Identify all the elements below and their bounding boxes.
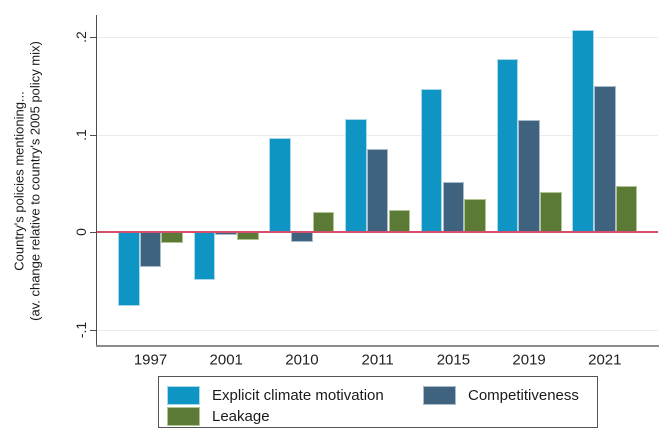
gridline [97, 134, 658, 136]
x-tick-label: 2001 [209, 351, 243, 369]
y-tick-label: .2 [73, 31, 89, 43]
bar-explicit-climate-motivation-2011 [345, 118, 367, 232]
legend-entry-leakage: Leakage [167, 406, 270, 426]
y-tick-label: .1 [73, 128, 89, 141]
bar-explicit-climate-motivation-2015 [420, 88, 443, 232]
gridline [97, 329, 658, 331]
y-axis-title-line1: Country's policies mentioning... [11, 91, 27, 271]
zero-reference-line [97, 231, 658, 233]
x-tick-label: 1997 [133, 351, 168, 369]
y-tick-mark [90, 232, 96, 233]
legend-label: Explicit climate motivation [212, 386, 384, 404]
bar-competitiveness-2021 [594, 85, 616, 233]
gridline [97, 37, 658, 38]
legend: Explicit climate motivation Competitivene… [158, 376, 598, 428]
x-axis-line [96, 345, 659, 347]
x-tick-label: 2010 [285, 351, 319, 369]
bar-leakage-2021 [615, 186, 638, 232]
plot-area [97, 15, 658, 346]
bar-leakage-2011 [388, 209, 411, 232]
y-axis-title-line2: (av. change relative to country's 2005 p… [27, 41, 42, 321]
y-axis-line [96, 15, 97, 347]
bar-explicit-climate-motivation-2001 [193, 232, 216, 280]
bar-leakage-2015 [464, 198, 486, 232]
y-tick-label: -.1 [73, 321, 89, 338]
legend-swatch [423, 385, 456, 405]
bar-explicit-climate-motivation-2019 [496, 59, 519, 232]
y-tick-mark [90, 134, 96, 136]
x-tick-label: 2021 [588, 351, 622, 369]
bar-leakage-2010 [312, 211, 335, 232]
x-tick-label: 2011 [361, 351, 394, 369]
y-tick-mark [90, 37, 96, 38]
bar-leakage-2019 [539, 192, 562, 232]
bar-leakage-1997 [161, 232, 183, 243]
bar-competitiveness-1997 [139, 232, 162, 268]
legend-swatch [167, 385, 200, 405]
bar-explicit-climate-motivation-2021 [572, 30, 594, 232]
legend-swatch [167, 406, 200, 426]
x-tick-label: 2015 [436, 351, 471, 369]
bar-competitiveness-2019 [518, 119, 540, 232]
x-tick-label: 2019 [512, 351, 546, 369]
bar-competitiveness-2010 [291, 232, 313, 242]
legend-entry-explicit-climate-motivation: Explicit climate motivation [167, 385, 384, 405]
legend-label: Leakage [212, 407, 270, 425]
y-axis-title: Country's policies mentioning... (av. ch… [12, 41, 43, 321]
y-tick-mark [90, 329, 96, 331]
bar-explicit-climate-motivation-1997 [118, 232, 140, 307]
legend-label: Competitiveness [468, 386, 579, 404]
y-tick-label: 0 [73, 228, 89, 236]
legend-entry-competitiveness: Competitiveness [423, 385, 579, 405]
bar-leakage-2001 [237, 232, 259, 240]
bar-competitiveness-2015 [442, 182, 465, 232]
bar-competitiveness-2011 [366, 149, 389, 232]
bar-explicit-climate-motivation-2010 [269, 138, 292, 232]
